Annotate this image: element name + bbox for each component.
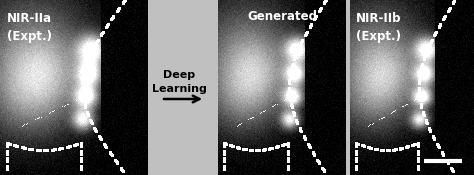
Text: (Expt.): (Expt.) [356,30,401,43]
Text: NIR-IIa: NIR-IIa [7,12,52,25]
Text: Generated: Generated [247,10,317,23]
Text: (Expt.): (Expt.) [7,30,52,43]
Text: Learning: Learning [152,84,207,94]
Text: Deep: Deep [163,70,195,80]
Text: NIR-IIb: NIR-IIb [356,12,401,25]
